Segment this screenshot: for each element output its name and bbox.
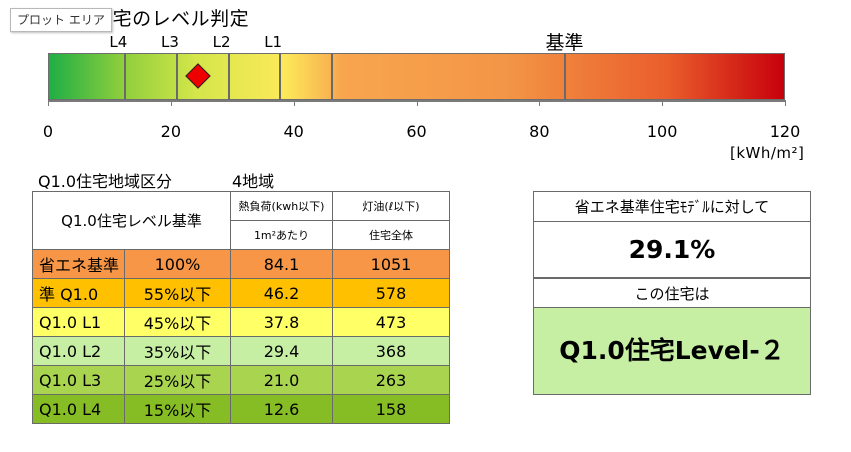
table-header-whole-house: 住宅全体	[332, 220, 450, 250]
table-row: Q1.0 L3 25%以下 21.0 263	[32, 365, 450, 395]
level-label: L3	[161, 33, 179, 51]
level-label: L4	[109, 33, 128, 51]
row-level-name: Q1.0 L1	[32, 307, 125, 337]
row-per-m2: 12.6	[230, 394, 333, 424]
level-color-bar	[48, 53, 785, 100]
row-total: 578	[332, 278, 450, 308]
row-total: 473	[332, 307, 450, 337]
row-percent: 100%	[124, 249, 231, 279]
row-level-name: Q1.0 L3	[32, 365, 125, 395]
axis-tick	[293, 100, 295, 106]
level-divider-line	[330, 53, 333, 100]
result-panel: 省エネ基準住宅ﾓﾃﾞﾙに対して 29.1% この住宅は Q1.0住宅Level-…	[533, 191, 811, 395]
row-percent: 25%以下	[124, 365, 231, 395]
axis-tick-label: 20	[160, 122, 181, 141]
result-header: 省エネ基準住宅ﾓﾃﾞﾙに対して	[534, 192, 810, 222]
axis-tick	[416, 100, 418, 106]
row-percent: 55%以下	[124, 278, 231, 308]
table-row: 省エネ基準 100% 84.1 1051	[32, 249, 450, 279]
table-header-level: Q1.0住宅レベル基準	[32, 191, 231, 250]
axis-tick	[785, 100, 786, 106]
axis-tick-label: 0	[42, 122, 54, 141]
axis-tick-label: 40	[283, 122, 304, 141]
axis-tick	[170, 100, 172, 106]
level-label: L1	[264, 33, 283, 51]
table-row: Q1.0 L2 35%以下 29.4 368	[32, 336, 450, 366]
level-label: L2	[212, 33, 231, 51]
axis-tick	[48, 100, 49, 106]
region-value: 4地域	[232, 172, 275, 191]
row-per-m2: 29.4	[230, 336, 333, 366]
level-label: 基準	[545, 32, 584, 54]
table-header-heat-load: 熱負荷(kwh以下)	[230, 191, 333, 221]
row-total: 263	[332, 365, 450, 395]
axis-tick-label: 80	[529, 122, 550, 141]
row-per-m2: 21.0	[230, 365, 333, 395]
row-percent: 45%以下	[124, 307, 231, 337]
table-row: Q1.0 L4 15%以下 12.6 158	[32, 394, 450, 424]
axis-tick-label: 120	[769, 122, 801, 141]
region-label: Q1.0住宅地域区分	[38, 172, 173, 191]
level-divider-line	[279, 53, 282, 100]
axis-tick	[662, 100, 664, 106]
table-row: 準 Q1.0 55%以下 46.2 578	[32, 278, 450, 308]
axis-tick-label: 100	[646, 122, 678, 141]
level-divider-line	[175, 53, 178, 100]
result-percent: 29.1%	[534, 222, 810, 278]
row-total: 1051	[332, 249, 450, 279]
row-per-m2: 46.2	[230, 278, 333, 308]
axis-tick-label: 60	[406, 122, 427, 141]
row-per-m2: 84.1	[230, 249, 333, 279]
row-per-m2: 37.8	[230, 307, 333, 337]
row-percent: 35%以下	[124, 336, 231, 366]
result-header-house: この住宅は	[534, 278, 810, 308]
level-criteria-table: Q1.0住宅レベル基準 熱負荷(kwh以下) 灯油(ℓ以下) 1m²あたり 住宅…	[32, 191, 450, 424]
row-total: 158	[332, 394, 450, 424]
level-divider-line	[227, 53, 230, 100]
row-level-name: 準 Q1.0	[32, 278, 125, 308]
level-divider-line	[563, 53, 566, 100]
level-divider-line	[124, 53, 127, 100]
plot-area-tooltip: プロット エリア	[10, 8, 112, 32]
axis-tick	[539, 100, 541, 106]
table-header-per-m2: 1m²あたり	[230, 220, 333, 250]
row-level-name: 省エネ基準	[32, 249, 125, 279]
row-level-name: Q1.0 L4	[32, 394, 125, 424]
row-percent: 15%以下	[124, 394, 231, 424]
result-level: Q1.0住宅Level-２	[534, 308, 810, 394]
table-header-kerosene: 灯油(ℓ以下)	[332, 191, 450, 221]
axis-unit-label: [kWh/m²]	[730, 144, 805, 162]
row-total: 368	[332, 336, 450, 366]
row-level-name: Q1.0 L2	[32, 336, 125, 366]
table-row: Q1.0 L1 45%以下 37.8 473	[32, 307, 450, 337]
